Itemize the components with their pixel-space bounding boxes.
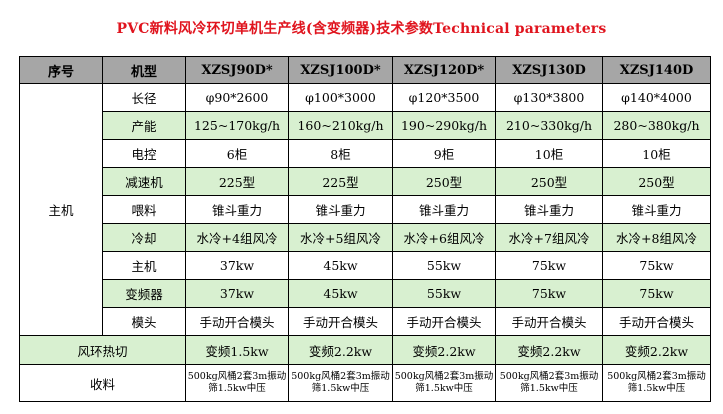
table-cell: 500kg风桶2套3m振动筛1.5kw中压 (602, 364, 711, 402)
cut-row: 风环热切 变频1.5kw 变频2.2kw 变频2.2kw 变频2.2kw 变频2… (19, 335, 711, 365)
header-model-5: XZSJ140D (602, 56, 711, 84)
row-label: 喂料 (102, 195, 186, 224)
table-cell: 水冷+8组风冷 (602, 223, 711, 252)
table-cell: 225型 (185, 167, 289, 196)
table-cell: 500kg风桶2套3m振动筛1.5kw中压 (495, 364, 603, 402)
spec-table: 序号 机型 XZSJ90D* XZSJ100D* XZSJ120D* XZSJ1… (19, 56, 711, 402)
table-cell: 变频2.2kw (495, 335, 603, 365)
table-row: 主机 37kw 45kw 55kw 75kw 75kw (20, 251, 711, 280)
table-cell: 10柜 (602, 139, 711, 168)
table-cell: 变频2.2kw (602, 335, 711, 365)
header-model-1: XZSJ90D* (185, 56, 289, 84)
table-cell: 手动开合模头 (602, 307, 711, 336)
table-cell: 手动开合模头 (495, 307, 603, 336)
row-label: 减速机 (102, 167, 186, 196)
header-model-4: XZSJ130D (495, 56, 603, 84)
table-cell: 10柜 (495, 139, 603, 168)
header-model-3: XZSJ120D* (392, 56, 496, 84)
table-cell: 8柜 (288, 139, 393, 168)
table-row: 模头 手动开合模头 手动开合模头 手动开合模头 手动开合模头 手动开合模头 (20, 307, 711, 336)
table-cell: 55kw (392, 279, 496, 308)
table-cell: φ90*2600 (185, 83, 289, 112)
header-row: 序号 机型 XZSJ90D* XZSJ100D* XZSJ120D* XZSJ1… (19, 56, 711, 84)
row-label: 长径 (102, 83, 186, 112)
table-cell: 55kw (392, 251, 496, 280)
table-cell: 225型 (288, 167, 393, 196)
row-label: 电控 (102, 139, 186, 168)
row-label: 主机 (102, 251, 186, 280)
main-group-label: 主机 (19, 83, 103, 336)
table-cell: 变频2.2kw (392, 335, 496, 365)
table-cell: 锥斗重力 (392, 195, 496, 224)
table-cell: 水冷+6组风冷 (392, 223, 496, 252)
table-cell: 250型 (495, 167, 603, 196)
table-row: 变频器 37kw 45kw 55kw 75kw 75kw (20, 279, 711, 308)
header-index: 序号 (19, 56, 103, 84)
table-cell: 75kw (495, 251, 603, 280)
table-cell: 280~380kg/h (602, 111, 711, 140)
table-cell: 变频2.2kw (288, 335, 393, 365)
table-cell: 锥斗重力 (185, 195, 289, 224)
table-cell: 75kw (602, 279, 711, 308)
table-cell: 125~170kg/h (185, 111, 289, 140)
table-row: 喂料 锥斗重力 锥斗重力 锥斗重力 锥斗重力 锥斗重力 (20, 195, 711, 224)
table-cell: 6柜 (185, 139, 289, 168)
table-cell: φ140*4000 (602, 83, 711, 112)
table-cell: φ100*3000 (288, 83, 393, 112)
table-cell: 250型 (392, 167, 496, 196)
table-cell: 500kg风桶2套3m振动筛1.5kw中压 (185, 364, 289, 402)
table-cell: 手动开合模头 (288, 307, 393, 336)
row-label: 模头 (102, 307, 186, 336)
table-cell: φ120*3500 (392, 83, 496, 112)
table-cell: 500kg风桶2套3m振动筛1.5kw中压 (392, 364, 496, 402)
table-cell: 水冷+7组风冷 (495, 223, 603, 252)
table-cell: 37kw (185, 251, 289, 280)
table-cell: 75kw (602, 251, 711, 280)
table-row: 冷却 水冷+4组风冷 水冷+5组风冷 水冷+6组风冷 水冷+7组风冷 水冷+8组… (20, 223, 711, 252)
table-cell: φ130*3800 (495, 83, 603, 112)
table-cell: 250型 (602, 167, 711, 196)
table-cell: 手动开合模头 (185, 307, 289, 336)
cut-row-label: 风环热切 (19, 335, 186, 365)
table-cell: 45kw (288, 279, 393, 308)
table-cell: 37kw (185, 279, 289, 308)
table-cell: 锥斗重力 (495, 195, 603, 224)
collect-row: 收料 500kg风桶2套3m振动筛1.5kw中压 500kg风桶2套3m振动筛1… (19, 364, 711, 402)
table-cell: 45kw (288, 251, 393, 280)
table-row: 主机 长径 φ90*2600 φ100*3000 φ120*3500 φ130*… (19, 83, 711, 336)
table-cell: 210~330kg/h (495, 111, 603, 140)
table-cell: 手动开合模头 (392, 307, 496, 336)
table-cell: 160~210kg/h (288, 111, 393, 140)
row-label: 产能 (102, 111, 186, 140)
page-title: PVC新料风冷环切单机生产线(含变频器)技术参数Technical parame… (116, 21, 607, 37)
table-cell: 9柜 (392, 139, 496, 168)
table-cell: 500kg风桶2套3m振动筛1.5kw中压 (288, 364, 393, 402)
table-cell: 锥斗重力 (602, 195, 711, 224)
row-label: 变频器 (102, 279, 186, 308)
table-cell: 水冷+5组风冷 (288, 223, 393, 252)
header-model-2: XZSJ100D* (288, 56, 393, 84)
table-cell: 变频1.5kw (185, 335, 289, 365)
table-row: 电控 6柜 8柜 9柜 10柜 10柜 (20, 139, 711, 168)
table-cell: 75kw (495, 279, 603, 308)
table-cell: 190~290kg/h (392, 111, 496, 140)
header-model: 机型 (102, 56, 186, 84)
table-row: 减速机 225型 225型 250型 250型 250型 (20, 167, 711, 196)
table-cell: 锥斗重力 (288, 195, 393, 224)
table-row: 产能 125~170kg/h 160~210kg/h 190~290kg/h 2… (20, 111, 711, 140)
collect-row-label: 收料 (19, 364, 186, 402)
row-label: 冷却 (102, 223, 186, 252)
table-cell: 水冷+4组风冷 (185, 223, 289, 252)
